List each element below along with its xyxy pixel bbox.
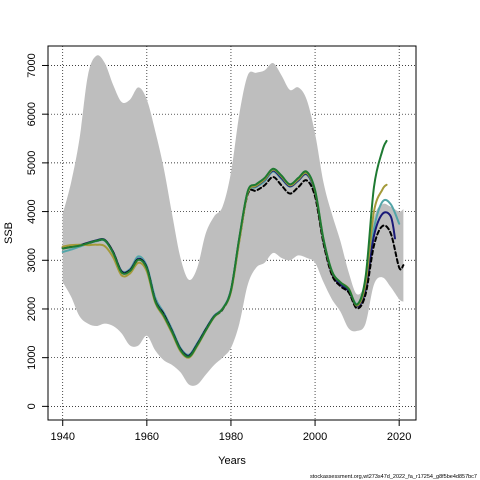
x-tick-label-2000: 2000 — [303, 431, 327, 443]
y-axis-title: SSB — [3, 222, 15, 244]
y-tick-label-1000: 1000 — [26, 345, 38, 369]
x-axis-title: Years — [218, 455, 246, 467]
confidence-band — [62, 55, 404, 386]
y-tick-label-4000: 4000 — [26, 199, 38, 223]
series-layer — [61, 139, 405, 359]
y-tick-label-5000: 5000 — [26, 151, 38, 175]
x-tick-label-2020: 2020 — [387, 431, 411, 443]
x-axis: 1940 1960 1980 2000 2020 — [50, 420, 411, 443]
x-tick-label-1980: 1980 — [219, 431, 243, 443]
x-tick-label-1960: 1960 — [135, 431, 159, 443]
y-tick-label-2000: 2000 — [26, 297, 38, 321]
series-line-5 — [61, 139, 388, 358]
y-tick-label-6000: 6000 — [26, 102, 38, 126]
x-tick-label-1940: 1940 — [50, 431, 74, 443]
plot-frame — [47, 45, 417, 421]
source-footnote: stockassessment.org,wt273s47d_2022_fa_r1… — [310, 474, 477, 480]
y-axis: 0 1000 2000 3000 4000 5000 6000 7000 — [26, 53, 48, 409]
y-tick-label-7000: 7000 — [26, 53, 38, 77]
y-tick-label-3000: 3000 — [26, 248, 38, 272]
confidence-band-layer — [62, 55, 404, 386]
y-tick-label-0: 0 — [26, 403, 38, 409]
